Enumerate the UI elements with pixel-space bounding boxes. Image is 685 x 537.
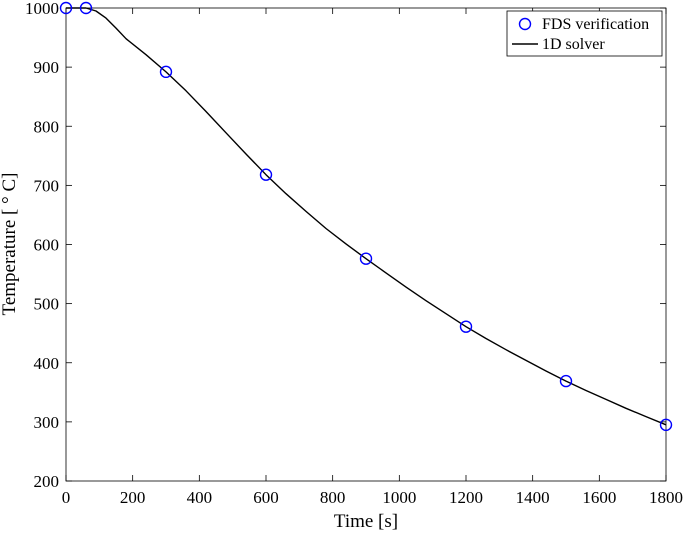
x-tick-label: 1600	[582, 488, 616, 507]
legend-marker-icon	[518, 17, 532, 31]
legend-box	[506, 10, 663, 57]
axes: 0 200 400 600 800 1000 1200 1400 1600 18002003004…	[25, 0, 683, 507]
data-point-fds-verification	[659, 418, 673, 432]
x-tick-label: 0	[62, 488, 71, 507]
plot-area	[59, 1, 673, 432]
y-tick-label: 800	[34, 117, 60, 136]
data-point-fds-verification	[59, 1, 73, 15]
data-point-fds-verification	[359, 252, 373, 265]
x-axis-label: Time [s]	[334, 511, 398, 532]
data-point-fds-verification	[79, 1, 93, 15]
data-point-fds-verification	[559, 374, 573, 388]
series-line-1d-solver	[66, 7, 667, 426]
data-point-fds-verification	[459, 320, 473, 333]
x-tick-label: 1200	[449, 488, 483, 507]
y-axis-label: Temperature [ ° C]	[0, 173, 20, 316]
y-tick-label: 300	[34, 413, 60, 432]
y-tick-label: 700	[34, 176, 60, 195]
plot-frame	[65, 7, 667, 482]
legend: FDS verification 1D solver	[506, 10, 663, 57]
x-tick-label: 1800	[649, 488, 683, 507]
x-tick-label: 200	[120, 488, 146, 507]
data-point-fds-verification	[159, 65, 173, 79]
legend-label: FDS verification	[542, 16, 649, 33]
x-tick-label: 1000	[382, 488, 416, 507]
y-tick-label: 500	[34, 295, 60, 314]
y-tick-label: 400	[34, 354, 60, 373]
x-tick-label: 400	[187, 488, 213, 507]
x-tick-label: 800	[320, 488, 346, 507]
legend-label: 1D solver	[542, 36, 605, 53]
data-point-fds-verification	[259, 168, 273, 181]
x-tick-label: 600	[253, 488, 279, 507]
x-tick-label: 1400	[516, 488, 550, 507]
y-tick-label: 200	[34, 472, 60, 491]
y-tick-label: 600	[34, 236, 60, 255]
y-tick-label: 1000	[25, 0, 59, 18]
y-tick-label: 900	[34, 58, 60, 77]
